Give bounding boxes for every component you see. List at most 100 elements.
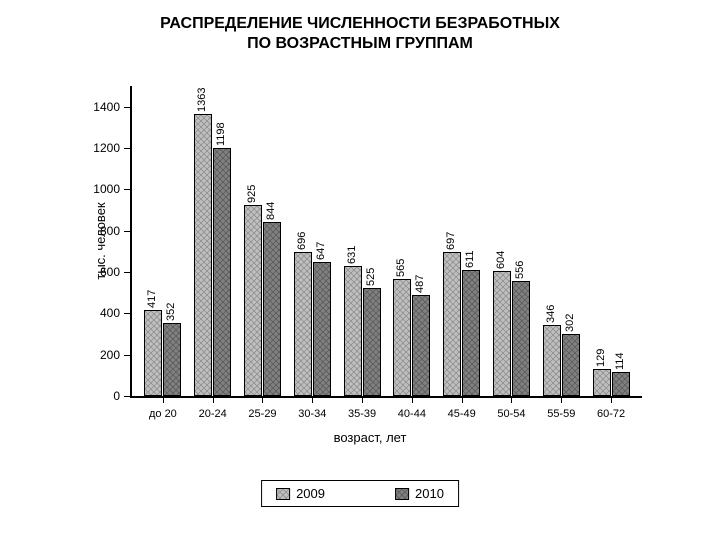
bar-value-label: 487 (414, 275, 426, 293)
bar-value-label: 925 (246, 184, 258, 202)
bar-s2009: 604 (493, 271, 511, 396)
bar-s2009: 925 (244, 205, 262, 396)
legend-swatch (395, 488, 409, 500)
bar-s2010: 844 (263, 222, 281, 396)
bar-group: 69761145-49 (437, 252, 487, 396)
bar-value-label: 565 (395, 259, 407, 277)
bar-value-label: 604 (495, 251, 507, 269)
bar-s2010: 525 (363, 288, 381, 397)
bar-value-label: 556 (514, 261, 526, 279)
x-tick (362, 396, 363, 403)
x-tick-label: 40-44 (398, 408, 426, 420)
bar-s2009: 697 (443, 252, 461, 396)
x-tick-label: 20-24 (199, 408, 227, 420)
bar-s2010: 556 (512, 281, 530, 396)
bar-group: 63152535-39 (337, 266, 387, 396)
y-tick-label: 400 (100, 306, 120, 320)
bar-value-label: 631 (346, 245, 358, 263)
chart-title: РАСПРЕДЕЛЕНИЕ ЧИСЛЕННОСТИ БЕЗРАБОТНЫХ ПО… (0, 14, 720, 54)
y-tick-label: 600 (100, 265, 120, 279)
bar-s2009: 129 (593, 369, 611, 396)
y-tick (124, 231, 132, 232)
bar-value-label: 697 (445, 232, 457, 250)
bar-group: 69664730-34 (287, 252, 337, 396)
bar-groups: 417352до 201363119820-2492584425-2969664… (132, 86, 642, 396)
bar-s2010: 1198 (213, 148, 231, 396)
y-tick-label: 200 (100, 348, 120, 362)
bar-group: 1363119820-24 (188, 114, 238, 396)
bar-value-label: 346 (545, 304, 557, 322)
chart: тыс. человек 417352до 201363119820-24925… (90, 86, 650, 446)
y-tick-label: 0 (113, 389, 120, 403)
bar-s2009: 346 (543, 325, 561, 397)
x-tick (462, 396, 463, 403)
chart-title-line2: ПО ВОЗРАСТНЫМ ГРУППАМ (0, 34, 720, 54)
y-tick (124, 313, 132, 314)
bar-group: 92584425-29 (238, 205, 288, 396)
y-tick (124, 396, 132, 397)
bar-s2010: 352 (163, 323, 181, 396)
bar-s2009: 417 (144, 310, 162, 396)
x-tick-label: 35-39 (348, 408, 376, 420)
bar-group: 417352до 20 (138, 310, 188, 396)
x-tick (412, 396, 413, 403)
bar-value-label: 1363 (196, 88, 208, 112)
bar-group: 12911460-72 (586, 369, 636, 396)
bar-value-label: 844 (265, 201, 277, 219)
bar-s2009: 565 (393, 279, 411, 396)
y-tick (124, 272, 132, 273)
bar-value-label: 114 (614, 353, 626, 371)
x-tick-label: 45-49 (448, 408, 476, 420)
legend-label: 2009 (296, 486, 325, 501)
bar-s2010: 114 (612, 372, 630, 396)
legend-item: 2009 (276, 486, 325, 501)
x-tick-label: 60-72 (597, 408, 625, 420)
plot-area: тыс. человек 417352до 201363119820-24925… (130, 86, 642, 398)
y-tick (124, 189, 132, 190)
y-tick (124, 355, 132, 356)
x-tick (262, 396, 263, 403)
bar-s2009: 696 (294, 252, 312, 396)
bar-value-label: 417 (146, 289, 158, 307)
y-tick-label: 1000 (93, 182, 120, 196)
bar-s2010: 611 (462, 270, 480, 396)
x-tick-label: 30-34 (298, 408, 326, 420)
bar-group: 60455650-54 (487, 271, 537, 396)
x-tick (163, 396, 164, 403)
x-tick (561, 396, 562, 403)
y-tick-label: 800 (100, 224, 120, 238)
bar-s2010: 487 (412, 295, 430, 396)
x-axis-title: возраст, лет (90, 430, 650, 445)
bar-value-label: 525 (365, 267, 377, 285)
bar-group: 34630255-59 (536, 325, 586, 397)
bar-group: 56548740-44 (387, 279, 437, 396)
bar-value-label: 1198 (215, 123, 227, 147)
x-tick-label: 25-29 (248, 408, 276, 420)
bar-value-label: 611 (464, 250, 476, 268)
bar-value-label: 302 (564, 313, 576, 331)
bar-s2009: 631 (344, 266, 362, 396)
bar-s2010: 647 (313, 262, 331, 396)
x-tick-label: 55-59 (547, 408, 575, 420)
y-tick-label: 1200 (93, 141, 120, 155)
bar-s2010: 302 (562, 334, 580, 396)
chart-title-line1: РАСПРЕДЕЛЕНИЕ ЧИСЛЕННОСТИ БЕЗРАБОТНЫХ (0, 14, 720, 34)
x-tick (213, 396, 214, 403)
legend-swatch (276, 488, 290, 500)
x-tick (312, 396, 313, 403)
bar-value-label: 129 (595, 349, 607, 367)
bar-value-label: 647 (315, 242, 327, 260)
x-tick-label: до 20 (149, 408, 177, 420)
bar-value-label: 352 (165, 303, 177, 321)
legend-item: 2010 (395, 486, 444, 501)
bar-value-label: 696 (296, 232, 308, 250)
x-tick (611, 396, 612, 403)
y-tick-label: 1400 (93, 100, 120, 114)
bar-s2009: 1363 (194, 114, 212, 396)
legend-label: 2010 (415, 486, 444, 501)
x-tick (511, 396, 512, 403)
y-tick (124, 148, 132, 149)
legend: 2009 2010 (261, 480, 459, 507)
x-tick-label: 50-54 (497, 408, 525, 420)
y-tick (124, 107, 132, 108)
